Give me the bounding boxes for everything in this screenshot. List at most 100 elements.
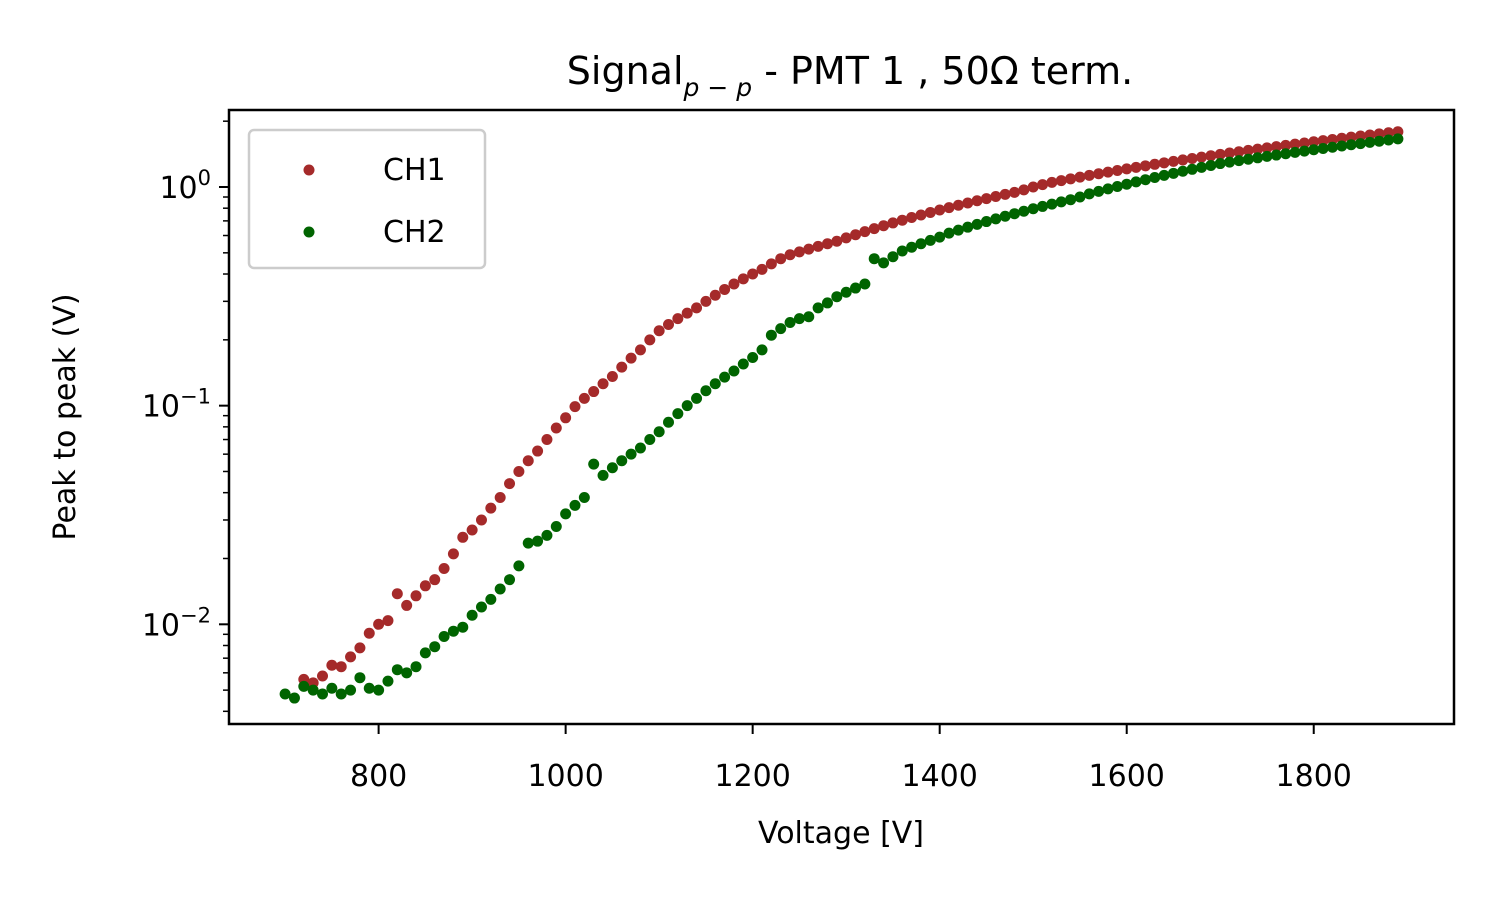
point-ch1-99	[1224, 147, 1236, 159]
point-ch1-110	[1326, 133, 1338, 145]
point-ch2-21	[475, 601, 487, 613]
point-ch1-68	[934, 204, 946, 216]
point-ch2-13	[401, 667, 413, 679]
point-ch1-97	[1205, 150, 1217, 162]
point-ch1-103	[1261, 142, 1273, 154]
point-ch1-10	[391, 588, 403, 600]
point-ch2-87	[1093, 185, 1105, 197]
point-ch1-75	[999, 188, 1011, 200]
point-ch2-46	[709, 378, 721, 390]
point-ch1-36	[634, 344, 646, 356]
point-ch1-8	[373, 618, 385, 630]
point-ch1-71	[962, 197, 974, 209]
point-ch2-33	[588, 458, 600, 470]
point-ch2-23	[494, 583, 506, 595]
point-ch1-56	[821, 238, 833, 250]
point-ch2-119	[1392, 133, 1404, 145]
point-ch1-84	[1083, 169, 1095, 181]
legend-box	[247, 128, 487, 270]
point-ch1-111	[1336, 132, 1348, 144]
point-ch2-28	[541, 529, 553, 541]
point-ch1-89	[1130, 161, 1142, 173]
point-ch1-55	[812, 240, 824, 252]
point-ch1-27	[550, 422, 562, 434]
point-ch1-72	[971, 195, 983, 207]
point-ch2-68	[915, 238, 927, 250]
point-ch2-12	[391, 664, 403, 676]
point-ch2-64	[878, 257, 890, 269]
legend: CH1 CH2	[247, 128, 487, 270]
point-ch1-98	[1214, 148, 1226, 160]
point-ch1-4	[335, 661, 347, 673]
point-ch1-104	[1270, 141, 1282, 153]
point-ch1-5	[345, 651, 357, 663]
point-ch1-12	[410, 590, 422, 602]
point-ch2-7	[345, 684, 357, 696]
point-ch1-107	[1298, 137, 1310, 149]
point-ch2-52	[765, 329, 777, 341]
point-ch2-41	[663, 416, 674, 428]
point-ch1-63	[887, 217, 899, 229]
point-ch2-10	[373, 684, 385, 696]
point-ch1-94	[1177, 154, 1189, 166]
point-ch2-102	[1233, 155, 1245, 167]
point-ch1-6	[354, 642, 366, 654]
point-ch1-62	[878, 220, 890, 232]
point-ch1-49	[756, 263, 768, 275]
point-ch1-112	[1345, 131, 1357, 143]
point-ch2-25	[513, 560, 525, 572]
point-ch2-47	[719, 371, 731, 383]
point-ch2-39	[644, 434, 656, 446]
point-ch2-111	[1317, 143, 1329, 154]
point-ch2-80	[1027, 203, 1039, 215]
point-ch2-114	[1345, 139, 1357, 151]
point-ch1-93	[1167, 155, 1179, 167]
point-ch2-18	[447, 625, 459, 637]
point-ch1-26	[541, 434, 553, 446]
point-ch1-69	[943, 202, 955, 214]
point-ch1-31	[588, 386, 600, 398]
point-ch1-109	[1317, 135, 1329, 147]
point-ch2-45	[700, 385, 712, 397]
point-ch1-43	[700, 295, 712, 307]
point-ch2-50	[747, 352, 759, 364]
point-ch1-52	[784, 249, 796, 261]
point-ch2-92	[1139, 174, 1151, 186]
point-ch2-63	[868, 253, 880, 265]
point-ch1-92	[1158, 157, 1170, 169]
point-ch2-82	[1046, 198, 1058, 210]
point-ch2-106	[1270, 149, 1282, 161]
point-ch2-97	[1186, 163, 1198, 175]
point-ch1-19	[475, 514, 487, 526]
point-ch2-51	[756, 344, 768, 356]
point-ch2-16	[429, 641, 441, 653]
point-ch2-86	[1083, 188, 1095, 200]
y-axis-label: Peak to peak (V)	[48, 293, 83, 540]
point-ch1-66	[915, 209, 927, 221]
point-ch2-57	[812, 302, 824, 314]
point-ch1-46	[728, 278, 740, 290]
point-ch1-67	[924, 206, 936, 218]
point-ch2-26	[522, 537, 534, 549]
point-ch1-58	[840, 232, 852, 244]
point-ch1-7	[363, 627, 375, 639]
x-axis-label: Voltage [V]	[758, 816, 924, 851]
chart-title-main: Signal	[567, 49, 684, 93]
point-ch2-44	[691, 392, 703, 404]
point-ch2-58	[821, 297, 833, 309]
point-ch1-44	[709, 289, 721, 301]
point-ch2-65	[887, 251, 899, 263]
point-ch1-102	[1252, 143, 1264, 155]
point-ch1-87	[1111, 164, 1123, 176]
point-ch1-53	[793, 246, 805, 258]
point-ch1-64	[896, 214, 908, 226]
point-ch2-4	[317, 688, 329, 700]
x-tick-label-1200: 1200	[714, 759, 790, 794]
point-ch1-41	[681, 307, 693, 319]
y-tick-label-1: 10−1	[142, 385, 211, 425]
point-ch2-2	[298, 680, 310, 692]
point-ch1-86	[1102, 166, 1114, 178]
y-axis: 10−2 10−1 100	[142, 120, 229, 713]
point-ch2-1	[288, 692, 300, 704]
point-ch2-27	[532, 535, 544, 547]
